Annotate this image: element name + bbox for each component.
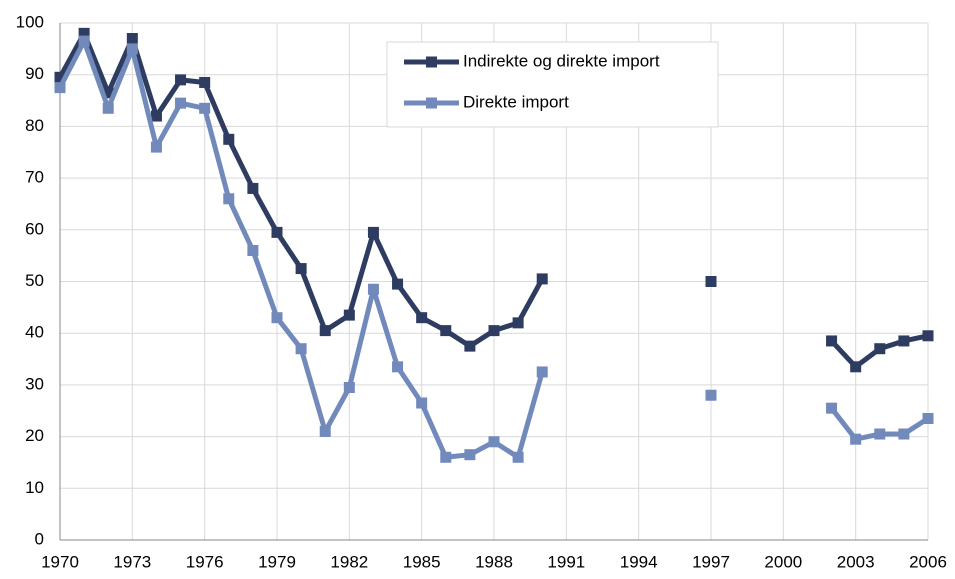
x-tick-label: 1976	[186, 552, 224, 571]
point-marker	[102, 87, 114, 99]
point-marker	[898, 335, 910, 347]
legend-box	[386, 41, 719, 128]
point-marker	[440, 325, 452, 337]
point-marker	[826, 335, 838, 347]
point-marker	[898, 428, 910, 440]
x-tick-label: 1982	[330, 552, 368, 571]
point-marker	[488, 325, 500, 337]
point-marker	[247, 182, 259, 194]
point-marker	[850, 361, 862, 373]
point-marker	[922, 330, 934, 342]
point-marker	[416, 397, 428, 409]
point-marker	[343, 309, 355, 321]
point-marker	[150, 141, 162, 153]
point-marker	[223, 133, 235, 145]
point-marker	[536, 366, 548, 378]
y-tick-label: 90	[25, 64, 44, 83]
y-tick-label: 60	[25, 219, 44, 238]
point-marker	[488, 436, 500, 448]
point-marker	[440, 451, 452, 463]
x-tick-label: 1985	[403, 552, 441, 571]
x-tick-label: 1997	[692, 552, 730, 571]
point-marker	[416, 312, 428, 324]
point-marker	[464, 340, 476, 352]
point-marker	[536, 273, 548, 285]
point-marker	[199, 76, 211, 88]
x-tick-label: 2006	[909, 552, 947, 571]
point-marker	[922, 413, 934, 425]
point-marker	[874, 343, 886, 355]
x-tick-label: 2003	[837, 552, 875, 571]
y-tick-label: 80	[25, 116, 44, 135]
y-tick-label: 20	[25, 426, 44, 445]
legend-marker	[426, 56, 437, 68]
point-marker	[150, 110, 162, 122]
point-marker	[78, 35, 90, 47]
x-tick-label: 1979	[258, 552, 296, 571]
point-marker	[54, 82, 66, 94]
point-marker	[874, 428, 886, 440]
x-tick-label: 1991	[547, 552, 585, 571]
x-tick-label: 1994	[620, 552, 658, 571]
point-marker	[392, 278, 404, 290]
point-marker	[826, 402, 838, 414]
point-marker	[175, 97, 187, 109]
point-marker	[319, 325, 331, 337]
legend-label: Indirekte og direkte import	[463, 51, 660, 70]
point-marker	[126, 43, 138, 55]
point-marker	[295, 263, 307, 275]
point-marker	[464, 449, 476, 461]
point-marker	[175, 74, 187, 86]
x-tick-label: 2000	[764, 552, 802, 571]
point-marker	[319, 425, 331, 437]
legend-label: Direkte import	[463, 92, 569, 111]
point-marker	[850, 433, 862, 445]
point-marker	[247, 244, 259, 256]
y-tick-label: 40	[25, 323, 44, 342]
y-tick-label: 0	[35, 529, 44, 548]
point-marker	[102, 102, 114, 114]
point-marker	[199, 102, 211, 114]
point-marker	[705, 276, 717, 287]
point-marker	[367, 283, 379, 295]
point-marker	[512, 451, 524, 463]
point-marker	[78, 27, 90, 39]
x-tick-label: 1988	[475, 552, 513, 571]
point-marker	[512, 317, 524, 329]
point-marker	[271, 312, 283, 324]
y-tick-label: 100	[16, 12, 44, 31]
point-marker	[705, 389, 717, 401]
y-tick-label: 70	[25, 168, 44, 187]
legend-marker	[426, 97, 437, 109]
y-tick-label: 50	[25, 271, 44, 290]
point-marker	[392, 361, 404, 373]
point-marker	[271, 226, 283, 238]
point-marker	[367, 226, 379, 238]
point-marker	[54, 71, 66, 83]
x-tick-label: 1973	[113, 552, 151, 571]
y-tick-label: 30	[25, 374, 44, 393]
point-marker	[343, 381, 355, 393]
point-marker	[223, 193, 235, 205]
x-tick-label: 1970	[41, 552, 79, 571]
point-marker	[126, 33, 138, 45]
point-marker	[295, 343, 307, 355]
y-tick-label: 10	[25, 478, 44, 497]
